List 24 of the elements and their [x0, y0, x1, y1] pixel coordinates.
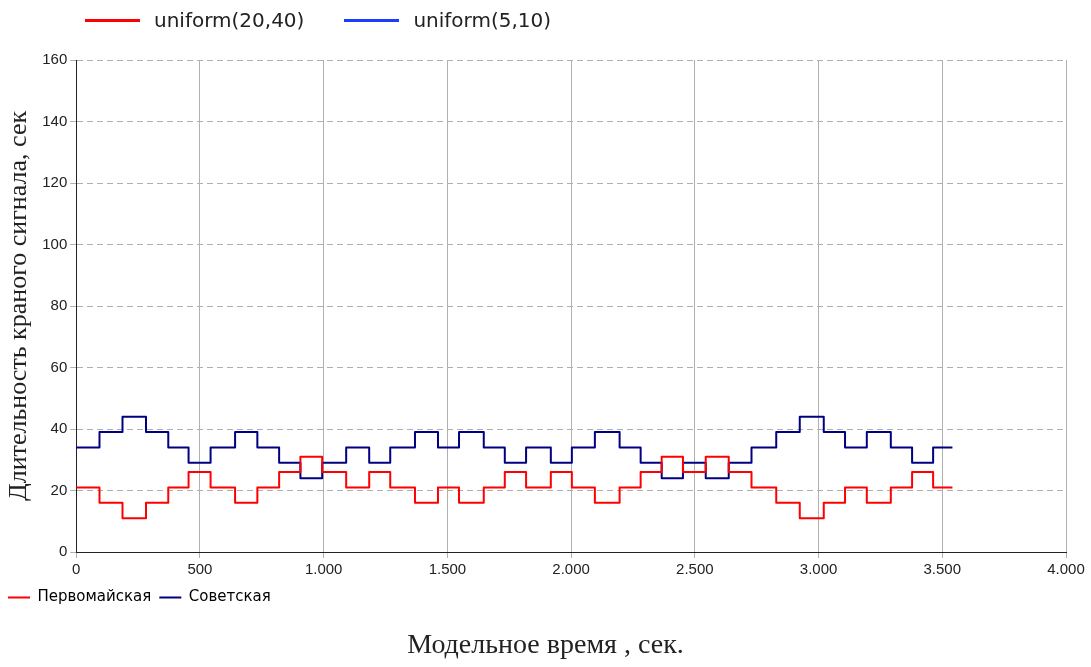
x-tick-label: 1.500 [428, 560, 467, 578]
x-tick-label: 0 [72, 560, 81, 578]
y-tick-label: 60 [50, 357, 68, 375]
y-tick-label: 160 [42, 50, 68, 68]
x-tick-label: 1.000 [304, 560, 343, 578]
y-tick-label: 80 [50, 296, 68, 314]
y-tick-label: 40 [50, 419, 68, 437]
legend-label: Первомайская [37, 587, 152, 606]
x-tick-label: 3.000 [799, 560, 838, 578]
x-tick-label: 3.500 [923, 560, 962, 578]
y-tick-label: 140 [42, 111, 68, 129]
x-tick-label: 500 [187, 560, 213, 578]
y-tick-label: 100 [42, 234, 68, 252]
x-axis-title: Модельное время , сек. [406, 628, 685, 660]
text: uniform(5,10) [413, 8, 552, 32]
legend-label: Советская [188, 587, 271, 606]
x-tick-label: 2.000 [552, 560, 590, 578]
y-axis-title: Длительность краного сигнала, сек [3, 110, 33, 502]
x-tick-label: 4.000 [1047, 560, 1085, 578]
text: uniform(20,40) [154, 8, 305, 32]
y-tick-label: 20 [50, 480, 68, 498]
y-tick-label: 0 [58, 542, 68, 560]
x-tick-label: 2.500 [676, 560, 714, 578]
y-tick-label: 120 [42, 173, 68, 191]
